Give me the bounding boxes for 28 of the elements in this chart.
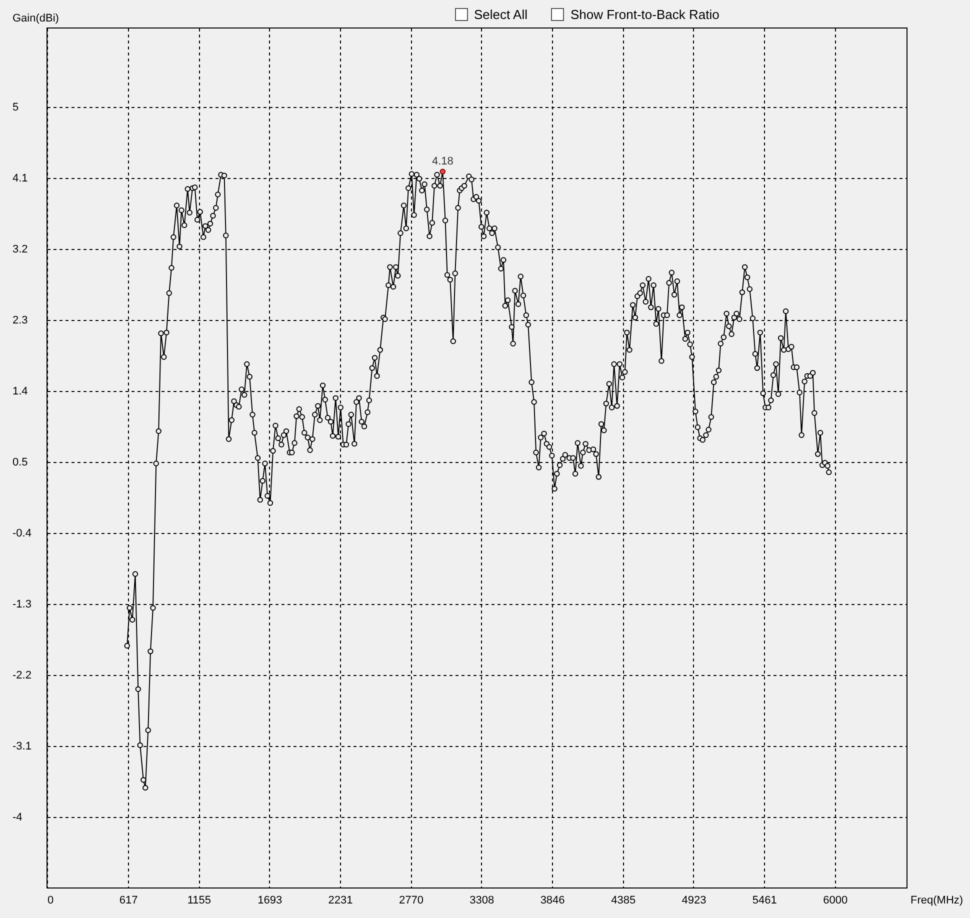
y-tick-label: 2.3 [12, 314, 28, 326]
x-tick-label: 3308 [470, 894, 494, 906]
text: Select All [474, 7, 528, 22]
y-axis-title: Gain(dBi) [12, 12, 59, 24]
x-tick-label: 6000 [823, 894, 848, 906]
x-tick-label: 4923 [682, 894, 706, 906]
y-tick-label: -3.1 [12, 740, 32, 752]
x-tick-label: 617 [119, 894, 138, 906]
y-tick-label: -0.4 [12, 527, 32, 540]
y-tick-label: 5 [12, 101, 19, 114]
text: Show Front-to-Back Ratio [570, 7, 720, 22]
x-tick-label: 2231 [328, 894, 353, 906]
y-tick-label: 1.4 [12, 385, 28, 398]
x-tick-label: 1155 [187, 894, 211, 906]
y-tick-label: 4.1 [12, 172, 28, 184]
y-tick-label: -4 [12, 811, 22, 824]
x-tick-label: 5461 [752, 894, 777, 906]
x-tick-label: 3846 [540, 894, 565, 906]
x-tick-label: 1693 [258, 894, 282, 906]
y-tick-label: -2.2 [12, 669, 32, 682]
annotation: 4.18 [432, 156, 454, 168]
y-tick-label: 0.5 [12, 456, 28, 468]
x-axis-title: Freq(MHz) [910, 894, 964, 906]
y-tick-label: 3.2 [12, 243, 28, 256]
y-tick-label: -1.3 [12, 598, 32, 610]
x-tick-label: 0 [48, 894, 54, 906]
x-tick-label: 2770 [399, 894, 424, 906]
x-tick-label: 4385 [611, 894, 636, 906]
